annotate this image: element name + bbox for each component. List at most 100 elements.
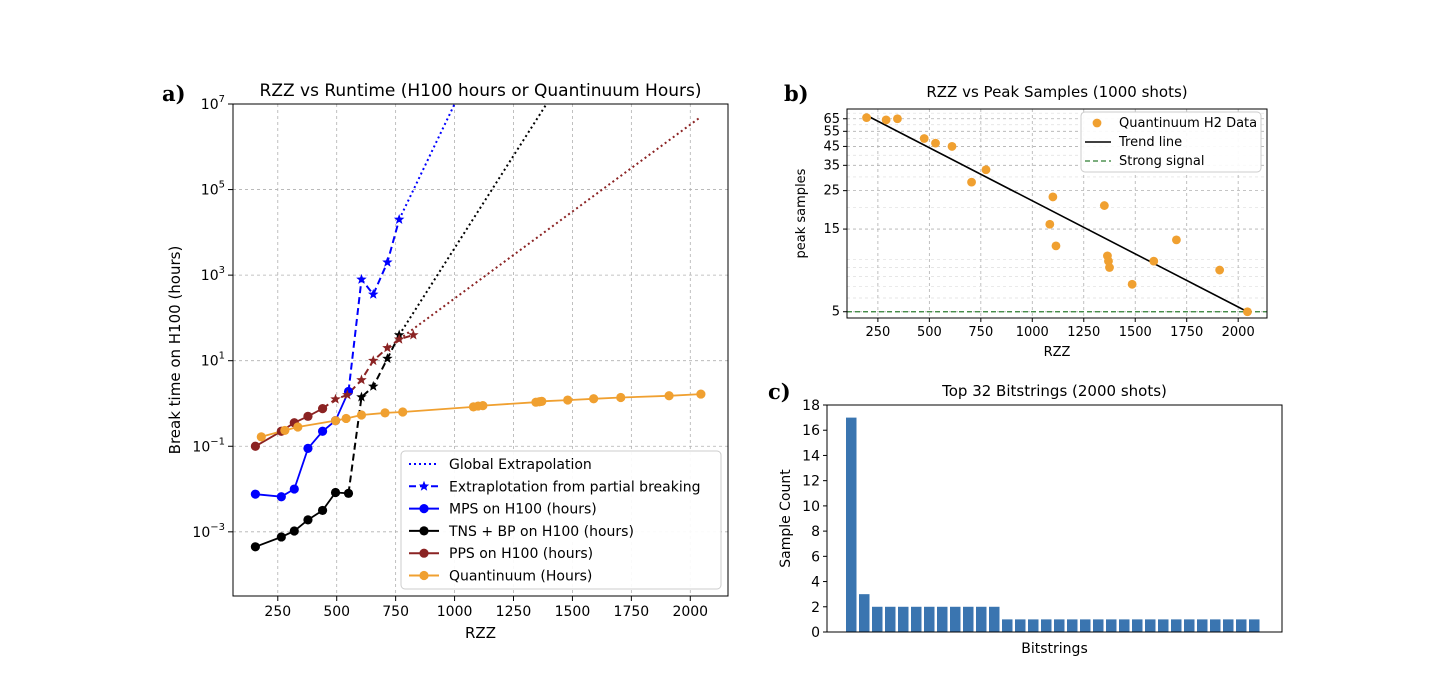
a-title: RZZ vs Runtime (H100 hours or Quantinuum…: [260, 81, 702, 101]
a-point: [289, 484, 299, 494]
b-point: [1215, 265, 1225, 275]
a-point: [478, 401, 488, 411]
b-ytick-label: 55: [823, 124, 840, 139]
a-point: [303, 515, 313, 525]
b-legend-marker: [1092, 118, 1102, 128]
c-bar: [1041, 619, 1052, 632]
a-legend-label: Extraplotation from partial breaking: [449, 479, 700, 495]
a-star-point: [393, 333, 405, 344]
b-point: [1149, 256, 1159, 266]
a-legend-label: PPS on H100 (hours): [449, 546, 593, 562]
a-legend-marker: [418, 480, 430, 491]
c-bar: [859, 594, 870, 632]
a-xtick-label: 1500: [555, 604, 591, 620]
b-point: [1105, 263, 1114, 272]
a-series-line: [261, 393, 701, 438]
a-ytick-label: 10−3: [192, 522, 225, 541]
b-point: [1172, 235, 1181, 245]
b-xtick-label: 2000: [1222, 325, 1255, 340]
b-point: [931, 138, 940, 148]
a-legend-marker: [419, 526, 429, 536]
a-point: [537, 396, 547, 406]
c-bar: [950, 606, 961, 632]
b-point: [1048, 192, 1058, 202]
a-point: [616, 392, 626, 403]
a-xtick-label: 2000: [672, 604, 708, 620]
b-legend-label: Strong signal: [1119, 154, 1204, 169]
a-point: [563, 395, 573, 405]
a-star-point: [408, 329, 419, 340]
c-bar: [924, 606, 935, 632]
a-point: [696, 389, 706, 399]
c-ytick-label: 2: [811, 600, 820, 616]
a-xtick-label: 750: [382, 604, 409, 620]
c-bar: [937, 606, 948, 632]
b-xtick-label: 250: [865, 325, 890, 340]
a-panel-label: a): [162, 81, 186, 106]
a-point: [250, 542, 260, 552]
a-point: [589, 394, 599, 404]
b-title: RZZ vs Peak Samples (1000 shots): [926, 83, 1187, 101]
c-ytick-label: 10: [802, 499, 820, 515]
a-point: [380, 408, 390, 418]
c-bar: [1145, 619, 1156, 632]
a-point: [330, 487, 341, 498]
c-bar: [1236, 619, 1247, 632]
c-bar: [846, 417, 857, 632]
a-xtick-label: 1000: [437, 604, 473, 620]
a-star-point: [368, 288, 379, 299]
c-ytick-label: 18: [802, 398, 820, 414]
b-legend-label: Quantinuum H2 Data: [1119, 116, 1257, 131]
c-ytick-label: 12: [802, 474, 820, 490]
a-point: [250, 489, 260, 499]
b-xtick-label: 500: [917, 325, 942, 340]
a-ytick-label: 101: [201, 351, 225, 370]
c-bar: [1197, 619, 1208, 632]
c-ytick-label: 0: [811, 625, 820, 641]
c-ylabel: Sample Count: [778, 469, 794, 568]
a-star-point: [382, 342, 393, 353]
b-xtick-label: 1750: [1170, 325, 1203, 340]
c-bar: [1171, 619, 1182, 632]
b-trend-line: [866, 114, 1248, 313]
a-point: [317, 426, 328, 436]
a-legend-marker: [419, 548, 429, 558]
a-legend-label: TNS + BP on H100 (hours): [448, 524, 634, 540]
a-point: [276, 532, 286, 542]
b-point: [1243, 307, 1252, 317]
b-point: [947, 142, 957, 151]
a-point: [398, 407, 408, 417]
a-point: [303, 443, 313, 453]
b-ytick-label: 25: [823, 184, 840, 199]
c-bar: [1223, 619, 1234, 632]
a-star-point: [393, 214, 405, 224]
b-point: [967, 177, 976, 187]
a-point: [341, 413, 351, 424]
b-ytick-label: 35: [823, 158, 840, 173]
a-point: [303, 411, 313, 421]
a-ytick-label: 107: [201, 94, 225, 113]
a-star-point: [382, 256, 393, 267]
a-star-point: [368, 355, 379, 366]
b-ytick-label: 5: [832, 305, 840, 320]
a-xtick-label: 1250: [496, 604, 532, 620]
c-bar: [1249, 619, 1260, 632]
c-bar: [1067, 619, 1078, 632]
b-point: [981, 165, 991, 175]
c-bar: [1015, 619, 1026, 632]
a-point: [317, 404, 328, 414]
c-bar: [1119, 619, 1130, 632]
c-bar: [1093, 619, 1104, 632]
c-panel-label: c): [768, 379, 791, 404]
a-point: [664, 391, 674, 401]
b-point: [881, 115, 891, 125]
b-legend-box: [1080, 111, 1262, 173]
b-ytick-label: 65: [823, 112, 840, 127]
a-xtick-label: 250: [264, 604, 291, 620]
a-star-point: [342, 389, 353, 400]
a-point: [343, 488, 354, 498]
a-star-point: [356, 273, 367, 284]
a-point: [317, 505, 328, 516]
a-star-point: [356, 374, 367, 385]
c-bar: [1158, 619, 1169, 632]
